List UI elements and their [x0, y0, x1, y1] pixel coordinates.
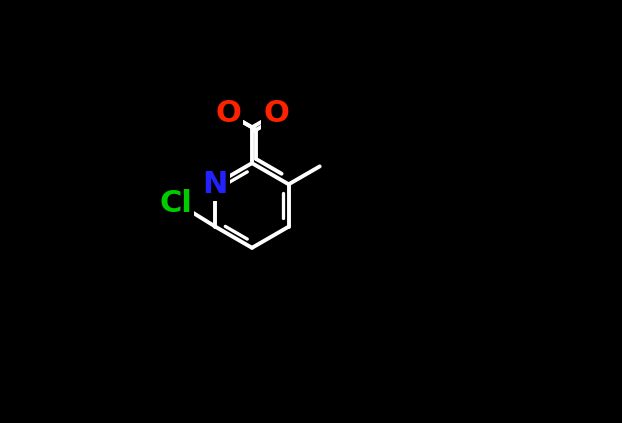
Text: O: O	[263, 99, 289, 128]
Text: Cl: Cl	[159, 189, 192, 218]
Text: O: O	[215, 99, 241, 128]
Text: N: N	[203, 170, 228, 199]
